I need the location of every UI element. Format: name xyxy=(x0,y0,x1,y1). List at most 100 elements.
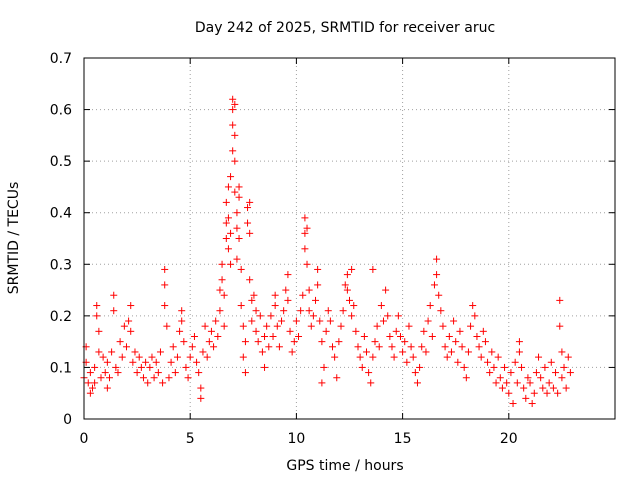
data-point xyxy=(314,281,322,289)
data-point xyxy=(290,338,298,346)
data-point xyxy=(86,369,94,377)
data-point xyxy=(537,374,545,382)
data-point xyxy=(235,183,243,191)
data-point xyxy=(558,348,566,356)
data-point xyxy=(135,353,143,361)
y-tick-label: 0.5 xyxy=(50,154,72,170)
data-point xyxy=(91,363,99,371)
data-point xyxy=(214,332,222,340)
data-point xyxy=(95,348,103,356)
data-point xyxy=(507,369,515,377)
data-point xyxy=(275,343,283,351)
data-point xyxy=(224,183,232,191)
data-point xyxy=(409,353,417,361)
data-point xyxy=(326,317,334,325)
data-point xyxy=(343,286,351,294)
data-point xyxy=(369,265,377,273)
data-point xyxy=(239,353,247,361)
data-point xyxy=(339,307,347,315)
data-point xyxy=(122,343,130,351)
data-point xyxy=(131,348,139,356)
data-point xyxy=(103,358,111,366)
data-point xyxy=(88,384,96,392)
data-point xyxy=(301,229,309,237)
data-point xyxy=(299,291,307,299)
data-point xyxy=(477,353,485,361)
data-point xyxy=(103,384,111,392)
data-point xyxy=(566,369,574,377)
data-point xyxy=(248,296,256,304)
data-point xyxy=(528,400,536,408)
data-point xyxy=(447,348,455,356)
data-point xyxy=(535,353,543,361)
data-point xyxy=(316,317,324,325)
data-point xyxy=(97,374,105,382)
data-point xyxy=(467,322,475,330)
data-point xyxy=(205,338,213,346)
data-point xyxy=(284,296,292,304)
data-point xyxy=(288,348,296,356)
data-point xyxy=(420,327,428,335)
y-tick-label: 0.4 xyxy=(50,206,72,222)
data-point xyxy=(384,312,392,320)
data-point xyxy=(490,363,498,371)
data-point xyxy=(556,296,564,304)
data-point xyxy=(127,327,135,335)
data-point xyxy=(182,363,190,371)
data-point xyxy=(375,343,383,351)
data-point xyxy=(329,343,337,351)
data-point xyxy=(91,379,99,387)
data-point xyxy=(199,348,207,356)
data-point xyxy=(244,219,252,227)
data-point xyxy=(282,286,290,294)
data-point xyxy=(224,245,232,253)
data-point xyxy=(178,307,186,315)
data-point xyxy=(443,353,451,361)
data-point xyxy=(424,317,432,325)
data-point xyxy=(498,384,506,392)
data-point xyxy=(307,322,315,330)
data-point xyxy=(401,338,409,346)
data-point xyxy=(237,302,245,310)
data-point xyxy=(526,379,534,387)
data-point xyxy=(246,276,254,284)
data-point xyxy=(407,343,415,351)
data-point xyxy=(450,317,458,325)
data-point xyxy=(197,394,205,402)
data-point xyxy=(254,338,262,346)
data-point xyxy=(118,353,126,361)
data-point xyxy=(479,327,487,335)
data-point xyxy=(303,260,311,268)
axis-ticks xyxy=(83,57,615,420)
data-point xyxy=(261,363,269,371)
data-point xyxy=(505,389,513,397)
data-point xyxy=(292,317,300,325)
data-point xyxy=(222,235,230,242)
data-point xyxy=(295,332,303,340)
data-point xyxy=(303,224,311,232)
data-point xyxy=(322,327,330,335)
data-point xyxy=(430,281,438,289)
data-point xyxy=(411,369,419,377)
data-point xyxy=(371,338,379,346)
data-point xyxy=(382,286,390,294)
data-point xyxy=(377,302,385,310)
data-point xyxy=(101,369,109,377)
data-point xyxy=(539,384,547,392)
data-point xyxy=(413,379,421,387)
data-point xyxy=(229,121,237,129)
data-point xyxy=(547,358,555,366)
data-point xyxy=(165,374,173,382)
data-point xyxy=(564,353,572,361)
data-point xyxy=(184,374,192,382)
x-tick-label: 20 xyxy=(500,431,518,447)
data-point xyxy=(271,291,279,299)
data-point xyxy=(193,358,201,366)
data-point xyxy=(318,338,326,346)
data-point xyxy=(116,338,124,346)
data-point xyxy=(229,95,237,103)
data-point xyxy=(178,317,186,325)
data-point xyxy=(222,219,230,227)
data-point xyxy=(154,369,162,377)
